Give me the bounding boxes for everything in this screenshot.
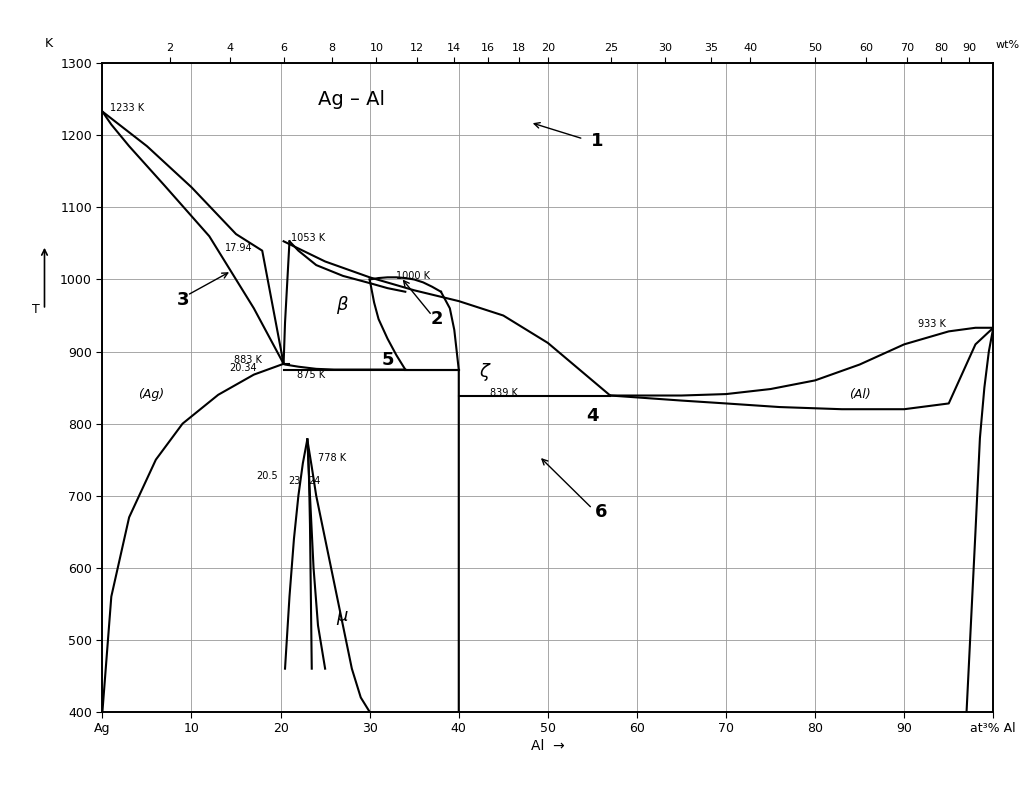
Text: 839 K: 839 K [489, 388, 518, 398]
Text: (Al): (Al) [849, 388, 870, 401]
Text: 1: 1 [591, 132, 603, 150]
Text: 6: 6 [595, 503, 607, 521]
Text: 24: 24 [308, 476, 321, 486]
Text: 2: 2 [430, 310, 442, 328]
Text: $\zeta$: $\zeta$ [479, 361, 492, 383]
Text: K: K [45, 37, 53, 51]
Text: $\mu$: $\mu$ [337, 609, 349, 627]
Text: (Ag): (Ag) [138, 388, 165, 401]
Text: 17.94: 17.94 [225, 244, 253, 253]
Text: 883 K: 883 K [234, 355, 262, 365]
Text: 3: 3 [176, 290, 188, 308]
Text: 1233 K: 1233 K [110, 103, 143, 113]
Text: 5: 5 [381, 351, 394, 369]
Text: 875 K: 875 K [297, 370, 325, 380]
Text: 23: 23 [288, 476, 300, 486]
Text: 933 K: 933 K [918, 320, 945, 329]
Text: 20.5: 20.5 [256, 471, 279, 481]
Text: $\beta$: $\beta$ [337, 293, 349, 316]
Text: 778 K: 778 K [318, 453, 346, 464]
Text: 1053 K: 1053 K [291, 233, 326, 243]
Text: T: T [32, 303, 40, 316]
Text: 20.34: 20.34 [229, 363, 257, 373]
X-axis label: Al  →: Al → [531, 740, 564, 754]
Text: 4: 4 [586, 407, 599, 426]
Text: Ag – Al: Ag – Al [318, 90, 385, 109]
Text: 1000 K: 1000 K [396, 271, 430, 281]
Text: wt%: wt% [995, 40, 1019, 51]
